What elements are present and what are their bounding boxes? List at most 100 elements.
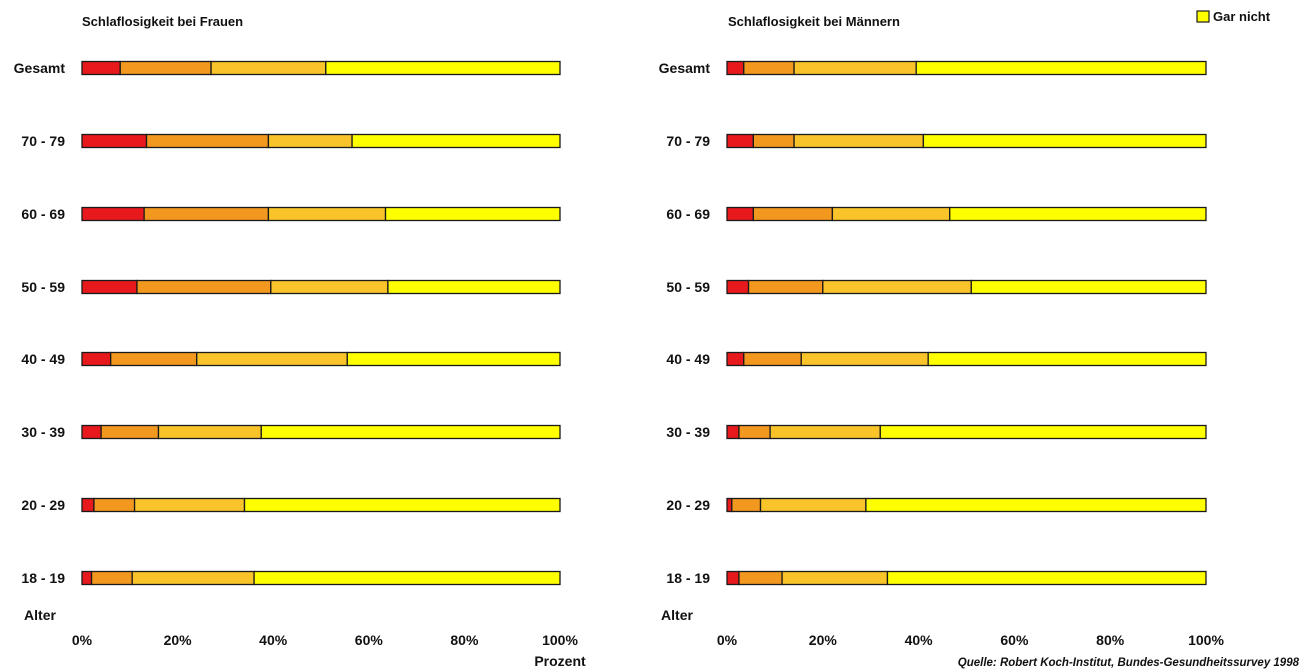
left-row-axis-label: Alter — [24, 607, 56, 623]
left-category-label: 20 - 29 — [21, 497, 65, 513]
right-bar-segment-1 — [726, 133, 754, 149]
left-bar-segment-2 — [145, 133, 270, 149]
right-bar-segment-4 — [865, 497, 1207, 513]
right-bar-segment-4 — [949, 206, 1207, 222]
right-bar-segment-1 — [726, 206, 754, 222]
left-bar-segment-3 — [133, 497, 246, 513]
right-chart-panel: Gesamt 70 - 79 60 - 69 50 - 59 40 - 49 30 - 3… — [659, 60, 1225, 648]
left-category-label: 60 - 69 — [21, 206, 65, 222]
left-bar-segment-4 — [351, 133, 561, 149]
left-bar-segment-1 — [81, 424, 102, 440]
left-bar-segment-4 — [384, 206, 561, 222]
right-bar-segment-3 — [793, 60, 917, 76]
left-bar-segment-4 — [346, 351, 561, 367]
left-bar-segment-1 — [81, 206, 145, 222]
left-bar-segment-1 — [81, 351, 112, 367]
right-bar-segment-3 — [793, 133, 925, 149]
right-bar-segment-1 — [726, 570, 740, 586]
right-bar-segment-4 — [915, 60, 1207, 76]
left-x-tick-label: 20% — [164, 632, 193, 648]
right-x-tick-label: 40% — [905, 632, 934, 648]
right-category-label: 30 - 39 — [666, 424, 710, 440]
left-bar-segment-2 — [100, 424, 160, 440]
right-bar-segment-3 — [822, 279, 972, 295]
left-category-label: 40 - 49 — [21, 351, 65, 367]
right-bar-segment-3 — [781, 570, 889, 586]
left-chart-title: Schlaflosigkeit bei Frauen — [82, 14, 243, 29]
left-x-tick-label: 60% — [355, 632, 384, 648]
right-bar-segment-1 — [726, 279, 750, 295]
legend-label-gar-nicht: Gar nicht — [1213, 9, 1271, 24]
right-category-label: 50 - 59 — [666, 279, 710, 295]
left-bar-segment-1 — [81, 570, 93, 586]
left-bar-segment-4 — [387, 279, 561, 295]
right-bar-segment-1 — [726, 60, 745, 76]
left-bar-segment-3 — [210, 60, 327, 76]
right-bar-segment-2 — [747, 279, 824, 295]
left-chart-panel: Gesamt 70 - 79 60 - 69 50 - 59 40 - 49 30 - 3… — [14, 60, 579, 648]
right-bar-segment-3 — [831, 206, 951, 222]
left-category-label: 50 - 59 — [21, 279, 65, 295]
left-bar-segment-3 — [131, 570, 255, 586]
left-bar-segment-2 — [93, 497, 136, 513]
right-bar-segment-3 — [769, 424, 881, 440]
right-x-tick-label: 20% — [809, 632, 838, 648]
right-chart-title: Schlaflosigkeit bei Männern — [728, 14, 900, 29]
right-bar-segment-3 — [759, 497, 867, 513]
right-category-label: 70 - 79 — [666, 133, 710, 149]
right-x-tick-label: 100% — [1188, 632, 1224, 648]
right-category-label: Gesamt — [659, 60, 711, 76]
left-bar-segment-2 — [119, 60, 212, 76]
right-bar-segment-2 — [743, 60, 795, 76]
left-x-tick-label: 0% — [72, 632, 93, 648]
left-bar-segment-2 — [136, 279, 272, 295]
right-bar-segment-4 — [970, 279, 1207, 295]
right-bar-segment-1 — [726, 497, 733, 513]
right-bar-segment-4 — [886, 570, 1207, 586]
legend-swatch-gar-nicht — [1196, 10, 1210, 23]
left-bar-segment-1 — [81, 279, 138, 295]
right-bar-segment-4 — [922, 133, 1207, 149]
left-bar-segment-2 — [110, 351, 198, 367]
left-x-tick-label: 40% — [259, 632, 288, 648]
right-bar-segment-4 — [879, 424, 1207, 440]
left-category-label: Gesamt — [14, 60, 66, 76]
left-bar-segment-3 — [267, 206, 387, 222]
left-category-label: 30 - 39 — [21, 424, 65, 440]
right-category-label: 20 - 29 — [666, 497, 710, 513]
left-x-tick-label: 80% — [450, 632, 479, 648]
right-bar-segment-2 — [731, 497, 762, 513]
right-bar-segment-2 — [752, 206, 834, 222]
right-x-tick-label: 80% — [1096, 632, 1125, 648]
right-row-axis-label: Alter — [661, 607, 693, 623]
left-bar-segment-4 — [253, 570, 561, 586]
left-bar-segment-3 — [267, 133, 353, 149]
right-bar-segment-2 — [752, 133, 795, 149]
left-bar-segment-1 — [81, 133, 148, 149]
right-bar-segment-1 — [726, 424, 740, 440]
left-bar-segment-3 — [196, 351, 348, 367]
left-bar-segment-1 — [81, 497, 95, 513]
left-category-label: 18 - 19 — [21, 570, 65, 586]
left-bar-segment-4 — [243, 497, 561, 513]
right-category-label: 60 - 69 — [666, 206, 710, 222]
left-bar-segment-3 — [270, 279, 389, 295]
right-x-tick-label: 0% — [717, 632, 738, 648]
source-note: Quelle: Robert Koch-Institut, Bundes-Ges… — [958, 657, 1300, 669]
right-category-label: 18 - 19 — [666, 570, 710, 586]
right-x-tick-label: 60% — [1000, 632, 1029, 648]
left-category-label: 70 - 79 — [21, 133, 65, 149]
left-bar-segment-4 — [325, 60, 561, 76]
right-bar-segment-2 — [738, 424, 771, 440]
left-bar-segment-3 — [157, 424, 262, 440]
left-bar-segment-4 — [260, 424, 561, 440]
right-bar-segment-4 — [927, 351, 1207, 367]
right-category-label: 40 - 49 — [666, 351, 710, 367]
left-x-axis-unit-label: Prozent — [534, 653, 586, 669]
right-bar-segment-3 — [800, 351, 929, 367]
left-bar-segment-1 — [81, 60, 121, 76]
right-bar-segment-1 — [726, 351, 745, 367]
left-bar-segment-2 — [143, 206, 270, 222]
left-bar-segment-2 — [90, 570, 133, 586]
